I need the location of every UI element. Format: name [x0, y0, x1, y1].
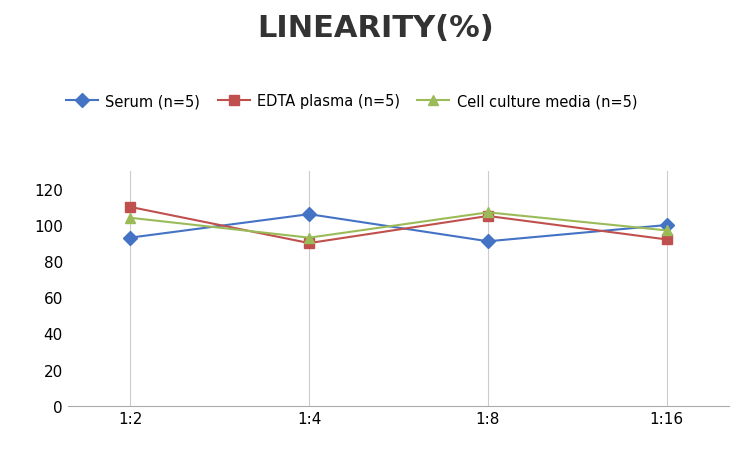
- Cell culture media (n=5): [663, 228, 672, 234]
- Line: EDTA plasma (n=5): EDTA plasma (n=5): [126, 202, 672, 249]
- EDTA plasma (n=5): [305, 241, 314, 246]
- Line: Serum (n=5): Serum (n=5): [126, 210, 672, 247]
- Legend: Serum (n=5), EDTA plasma (n=5), Cell culture media (n=5): Serum (n=5), EDTA plasma (n=5), Cell cul…: [60, 88, 643, 115]
- EDTA plasma (n=5): [484, 214, 493, 219]
- EDTA plasma (n=5): [126, 205, 135, 210]
- Serum (n=5): [305, 212, 314, 217]
- Serum (n=5): [484, 239, 493, 244]
- Text: LINEARITY(%): LINEARITY(%): [258, 14, 494, 42]
- Cell culture media (n=5): [484, 210, 493, 216]
- Cell culture media (n=5): [126, 216, 135, 221]
- EDTA plasma (n=5): [663, 237, 672, 243]
- Cell culture media (n=5): [305, 235, 314, 241]
- Serum (n=5): [126, 235, 135, 241]
- Serum (n=5): [663, 223, 672, 228]
- Line: Cell culture media (n=5): Cell culture media (n=5): [126, 208, 672, 243]
